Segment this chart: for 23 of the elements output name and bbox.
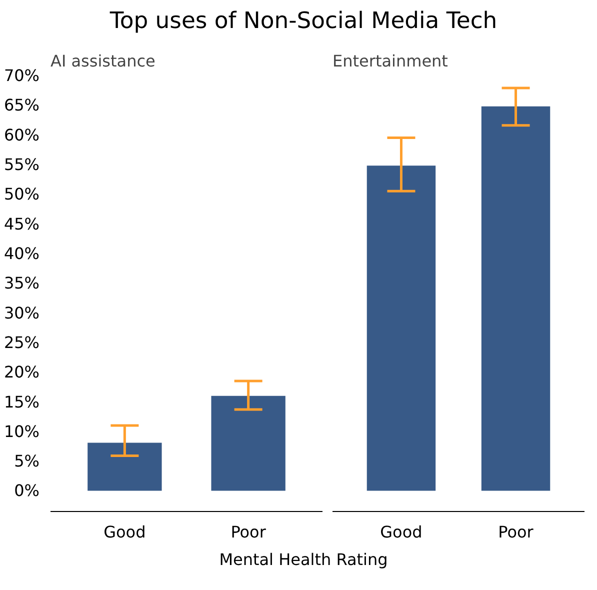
y-tick-label: 55% — [4, 154, 40, 174]
x-axis-title: Mental Health Rating — [219, 549, 388, 571]
x-tick-label: Poor — [498, 522, 534, 542]
y-tick-label: 30% — [4, 303, 40, 322]
x-tick-label: Good — [380, 522, 422, 542]
chart-title: Top uses of Non-Social Media Tech — [110, 7, 498, 36]
y-tick-label: 60% — [4, 125, 40, 144]
y-tick-label: 40% — [4, 244, 40, 263]
x-tick-label: Poor — [230, 522, 266, 542]
y-tick-label: 50% — [4, 184, 40, 204]
y-tick-label: 15% — [4, 392, 40, 412]
y-tick-label: 0% — [14, 481, 40, 500]
x-tick-label: Good — [104, 522, 146, 542]
y-tick-label: 70% — [4, 66, 40, 85]
chart-subtitle: AI assistance — [50, 52, 156, 70]
y-tick-label: 10% — [4, 422, 40, 441]
y-tick-label: 20% — [4, 362, 40, 382]
y-tick-label: 65% — [4, 96, 40, 115]
y-tick-label: 45% — [4, 214, 40, 234]
chart-subtitle: Entertainment — [332, 52, 448, 70]
y-tick-label: 25% — [4, 332, 40, 352]
y-tick-label: 35% — [4, 274, 40, 293]
y-tick-label: 5% — [14, 452, 40, 471]
